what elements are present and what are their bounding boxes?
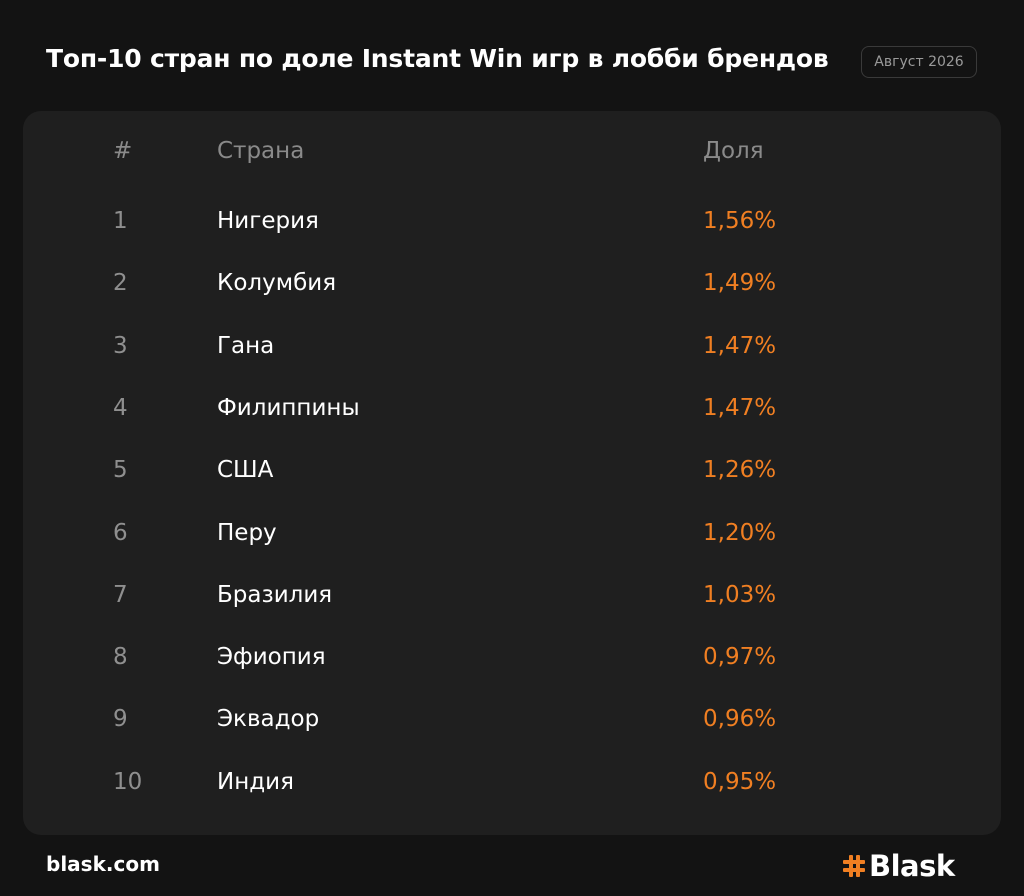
table-row: 7 Бразилия 1,03% [23,575,1001,615]
ranking-table: # Страна Доля 1 Нигерия 1,56% 2 Колумбия 1,49… [23,111,1001,835]
table-row: 10 Индия 0,95% [23,762,1001,802]
row-rank: 7 [113,581,128,608]
table-row: 6 Перу 1,20% [23,513,1001,553]
row-rank: 2 [113,270,128,297]
brand-logo: Blask [842,846,955,886]
row-share: 0,95% [703,768,777,795]
table-row: 4 Филиппины 1,47% [23,388,1001,428]
row-country: Нигерия [217,208,319,234]
row-rank: 3 [113,332,128,359]
row-rank: 6 [113,519,128,546]
row-rank: 10 [113,768,143,795]
footer-site: blask.com [46,852,160,876]
table-row: 1 Нигерия 1,56% [23,201,1001,241]
row-share: 1,47% [703,394,777,421]
table-row: 9 Эквадор 0,96% [23,699,1001,739]
hash-icon [843,855,865,877]
row-country: Филиппины [217,394,360,421]
date-badge: Август 2026 [861,46,977,78]
row-country: Гана [217,332,275,359]
page-title: Топ-10 стран по доле Instant Win игр в л… [46,44,829,73]
table-row: 8 Эфиопия 0,97% [23,637,1001,677]
row-country: Эфиопия [217,644,326,671]
row-country: Индия [217,768,294,795]
table-row: 5 США 1,26% [23,450,1001,490]
row-rank: 8 [113,644,128,671]
row-share: 1,49% [703,270,777,297]
row-share: 1,26% [703,457,777,484]
row-share: 0,97% [703,644,777,671]
row-country: Перу [217,519,277,546]
row-country: США [217,457,274,484]
table-header: # Страна Доля [23,131,1001,171]
row-country: Бразилия [217,581,333,608]
header-share: Доля [703,138,764,164]
logo-text: Blask [869,849,955,883]
header-rank: # [113,138,133,164]
table-row: 3 Гана 1,47% [23,326,1001,366]
row-share: 1,03% [703,581,777,608]
row-country: Эквадор [217,706,320,733]
row-share: 0,96% [703,706,777,733]
table-row: 2 Колумбия 1,49% [23,263,1001,303]
row-share: 1,20% [703,519,777,546]
row-share: 1,47% [703,332,777,359]
row-rank: 4 [113,394,128,421]
row-country: Колумбия [217,270,337,297]
header-country: Страна [217,138,305,164]
row-share: 1,56% [703,208,777,234]
row-rank: 5 [113,457,128,484]
row-rank: 9 [113,706,128,733]
row-rank: 1 [113,208,128,234]
